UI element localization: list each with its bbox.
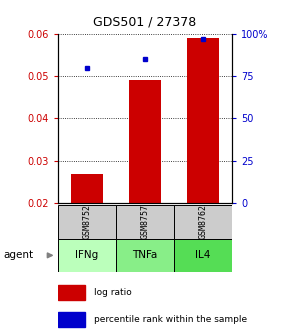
Text: log ratio: log ratio [94,288,132,297]
Text: TNFa: TNFa [132,250,158,260]
Text: IFNg: IFNg [75,250,99,260]
Bar [174,205,232,239]
Bar [71,174,103,203]
Bar [116,205,174,239]
Text: GSM8757: GSM8757 [140,204,150,239]
Bar [58,285,85,300]
Text: GSM8762: GSM8762 [198,204,208,239]
Bar [129,80,161,203]
Text: GSM8752: GSM8752 [82,204,92,239]
Bar [174,239,232,272]
Text: IL4: IL4 [195,250,211,260]
Text: percentile rank within the sample: percentile rank within the sample [94,315,247,324]
Text: GDS501 / 27378: GDS501 / 27378 [93,15,197,28]
Bar [58,239,116,272]
Bar [116,239,174,272]
Bar [58,312,85,327]
Bar [58,205,116,239]
Text: agent: agent [3,250,33,260]
Bar [187,38,219,203]
